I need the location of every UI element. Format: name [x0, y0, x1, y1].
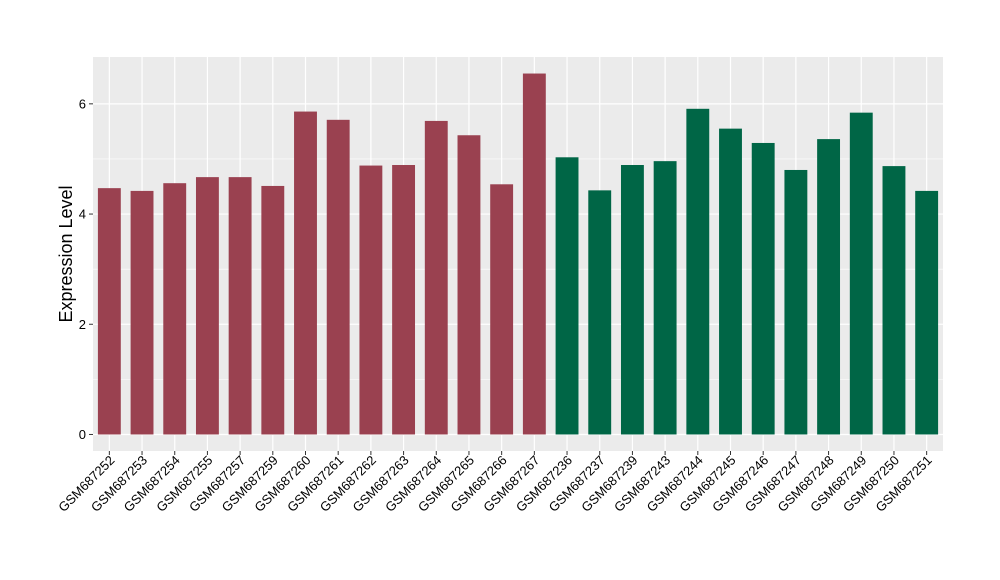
- bar-GSM687257: [228, 177, 252, 435]
- bar-GSM687239: [620, 165, 644, 435]
- bar-GSM687251: [915, 190, 939, 435]
- bar-GSM687250: [882, 166, 906, 435]
- bar-GSM687248: [817, 139, 841, 435]
- bar-GSM687266: [490, 184, 514, 435]
- bar-GSM687267: [522, 73, 546, 435]
- y-axis-title: Expression Level: [56, 185, 76, 322]
- y-tick-label: 2: [79, 317, 86, 332]
- bar-GSM687259: [261, 185, 285, 435]
- y-tick-label: 0: [79, 427, 86, 442]
- bar-GSM687247: [784, 169, 808, 435]
- bar-GSM687255: [195, 177, 219, 435]
- bar-GSM687254: [163, 183, 187, 435]
- bars: [97, 73, 939, 435]
- bar-GSM687262: [359, 165, 383, 435]
- y-axis: 0 2 4 6: [79, 96, 93, 442]
- bar-GSM687237: [588, 190, 612, 435]
- bar-GSM687265: [457, 135, 481, 435]
- x-axis: GSM687252GSM687253GSM687254GSM687255GSM6…: [55, 451, 935, 515]
- bar-GSM687264: [424, 120, 448, 435]
- y-tick-label: 6: [79, 96, 86, 111]
- bar-GSM687246: [751, 142, 775, 435]
- bar-GSM687253: [130, 190, 154, 435]
- bar-GSM687243: [653, 161, 677, 435]
- bar-GSM687249: [849, 112, 873, 435]
- bar-GSM687252: [97, 188, 121, 435]
- bar-GSM687261: [326, 119, 350, 435]
- y-tick-label: 4: [79, 207, 86, 222]
- bar-GSM687245: [719, 128, 742, 435]
- bar-GSM687263: [392, 165, 416, 435]
- bar-GSM687244: [686, 108, 710, 435]
- plot-panel: [93, 57, 943, 451]
- bar-GSM687260: [294, 111, 317, 435]
- bar-GSM687236: [555, 157, 579, 435]
